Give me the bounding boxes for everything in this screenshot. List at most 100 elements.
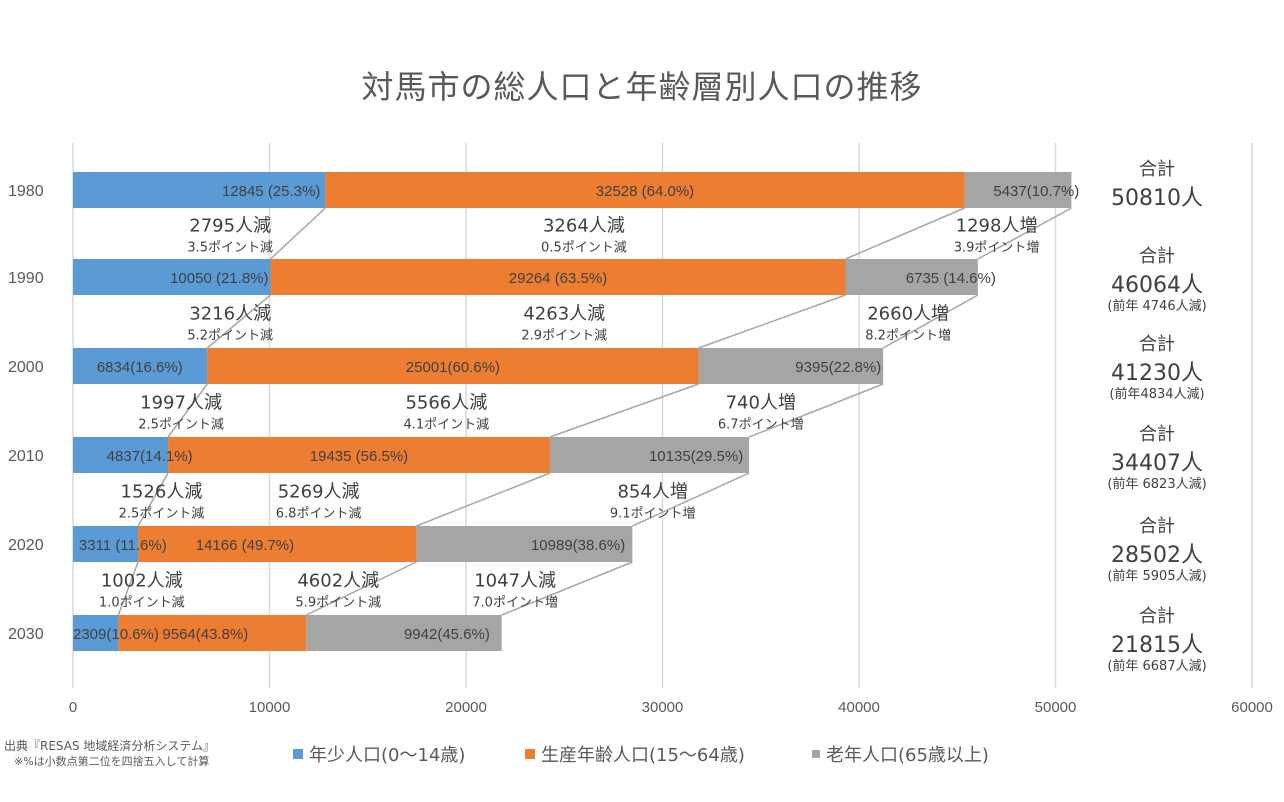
x-tick-label: 50000 — [1035, 699, 1077, 716]
change-count-label: 5566人減 — [405, 393, 487, 414]
x-tick-label: 30000 — [642, 699, 684, 716]
change-count-label: 854人増 — [617, 482, 687, 503]
change-count-label: 4602人減 — [297, 571, 379, 592]
total-value: 41230人 — [1111, 361, 1203, 386]
connector-line — [137, 472, 169, 527]
total-change-note: (前年4834人減) — [1109, 386, 1204, 402]
total-value: 34407人 — [1111, 451, 1203, 476]
connector-line — [206, 294, 271, 349]
category-label: 1980 — [8, 183, 44, 200]
change-point-label: 8.2ポイント増 — [865, 329, 951, 344]
bar-working — [325, 172, 965, 208]
bar-elderly — [964, 172, 1072, 208]
change-count-label: 1002人減 — [101, 571, 183, 592]
change-count-label: 3264人減 — [543, 216, 625, 237]
total-value: 28502人 — [1111, 543, 1203, 568]
bar-label-elderly: 10989(38.6%) — [531, 537, 625, 554]
bar-label-youth: 12845 (25.3%) — [222, 183, 320, 200]
connector-line — [549, 383, 699, 438]
bar-working — [118, 615, 307, 651]
change-count-label: 3216人減 — [189, 304, 271, 325]
bar-elderly — [698, 348, 884, 384]
bar-youth — [73, 259, 271, 295]
bar-working — [207, 348, 699, 384]
bar-elderly — [306, 615, 502, 651]
change-point-label: 2.5ポイント減 — [138, 417, 224, 433]
bar-label-elderly: 9395(22.8%) — [795, 359, 881, 376]
bar-label-working: 14166 (49.7%) — [196, 537, 294, 554]
legend-swatch-working — [525, 749, 535, 759]
connector-line — [632, 472, 750, 527]
legend-label-youth: 年少人口(0〜14歳) — [309, 745, 466, 766]
bar-label-working: 29264 (63.5%) — [509, 270, 607, 287]
change-count-label: 2660人増 — [867, 304, 949, 325]
connector-line — [882, 294, 979, 349]
total-change-note: (前年 6687人減) — [1107, 658, 1206, 674]
total-change-note: (前年 4746人減) — [1107, 298, 1206, 314]
bar-working — [270, 259, 846, 295]
change-point-label: 6.8ポイント減 — [276, 506, 362, 522]
connector-line — [501, 561, 633, 616]
connector-line — [748, 383, 884, 438]
bar-youth — [73, 615, 119, 651]
bar-youth — [73, 348, 208, 384]
bar-label-working: 25001(60.6%) — [406, 359, 500, 376]
change-point-label: 9.1ポイント増 — [610, 507, 696, 522]
total-label: 合計 — [1139, 516, 1175, 537]
chart-title: 対馬市の総人口と年齢層別人口の推移 — [361, 68, 923, 106]
bar-label-youth: 2309(10.6%) — [73, 626, 159, 643]
total-value: 21815人 — [1111, 633, 1203, 658]
bar-label-elderly: 10135(29.5%) — [649, 448, 743, 465]
connector-line — [698, 294, 846, 349]
legend-label-elderly: 老年人口(65歳以上) — [826, 745, 989, 766]
total-value: 46064人 — [1111, 273, 1203, 298]
change-point-label: 5.9ポイント減 — [295, 595, 381, 611]
change-point-label: 2.5ポイント減 — [119, 506, 205, 522]
connector-line — [117, 561, 139, 616]
bar-youth — [73, 172, 326, 208]
category-label: 2030 — [8, 626, 44, 643]
legend-item-elderly: 老年人口(65歳以上) — [812, 741, 989, 767]
legend-swatch-elderly — [812, 750, 820, 758]
total-label: 合計 — [1139, 334, 1175, 355]
bar-elderly — [845, 259, 978, 295]
source-note: 出典『RESAS 地域経済分析システム』 ※%は小数点第二位を四捨五入して計算 — [4, 739, 215, 769]
legend-label-working: 生産年齢人口(15〜64歳) — [541, 745, 745, 766]
bar-working — [168, 437, 550, 473]
change-count-label: 1997人減 — [140, 393, 222, 414]
connector-line — [845, 207, 965, 260]
source-line-2: ※%は小数点第二位を四捨五入して計算 — [14, 755, 210, 768]
category-label: 1990 — [8, 270, 44, 287]
bar-label-working: 19435 (56.5%) — [310, 448, 408, 465]
bar-youth — [73, 526, 139, 562]
total-label: 合計 — [1139, 159, 1175, 180]
change-count-label: 4263人減 — [523, 304, 605, 325]
category-label: 2010 — [8, 448, 44, 465]
connector-line — [269, 207, 326, 260]
total-value: 50810人 — [1111, 186, 1203, 211]
bar-youth — [73, 437, 169, 473]
change-point-label: 0.5ポイント減 — [541, 240, 627, 256]
total-label: 合計 — [1139, 606, 1175, 627]
change-count-label: 2795人減 — [189, 216, 271, 237]
bar-label-youth: 6834(16.6%) — [97, 359, 183, 376]
change-count-label: 5269人減 — [278, 482, 360, 503]
change-point-label: 3.5ポイント減 — [187, 240, 273, 256]
change-count-label: 1047人減 — [474, 571, 556, 592]
change-point-label: 3.9ポイント増 — [954, 241, 1040, 256]
total-label: 合計 — [1139, 246, 1175, 267]
bar-label-working: 9564(43.8%) — [162, 626, 248, 643]
x-tick-label: 60000 — [1231, 699, 1273, 716]
connector-line — [416, 472, 551, 527]
bar-label-youth: 10050 (21.8%) — [170, 270, 268, 287]
category-label: 2020 — [8, 537, 44, 554]
change-point-label: 5.2ポイント減 — [187, 328, 273, 344]
bar-elderly — [549, 437, 750, 473]
bar-label-youth: 3311 (11.6%) — [79, 537, 167, 554]
change-point-label: 2.9ポイント減 — [521, 328, 607, 344]
total-change-note: (前年 6823人減) — [1107, 476, 1206, 492]
bar-label-elderly: 9942(45.6%) — [404, 626, 490, 643]
legend-swatch-youth — [293, 749, 303, 759]
change-count-label: 1526人減 — [121, 482, 203, 503]
change-point-label: 7.0ポイント増 — [472, 596, 558, 611]
